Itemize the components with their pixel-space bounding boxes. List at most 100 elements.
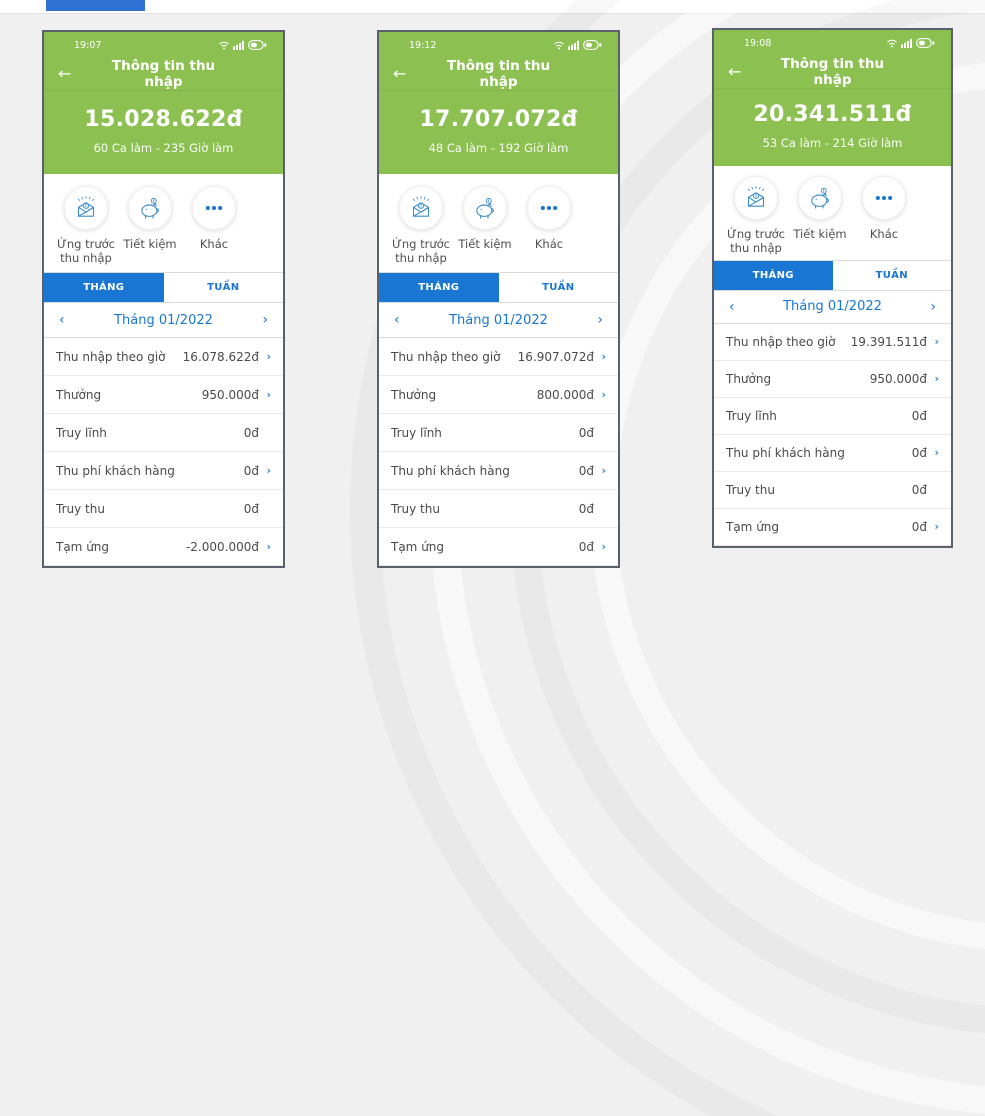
chevron-right-icon: › — [266, 388, 271, 401]
shift-hours-summary: 48 Ca làm - 192 Giờ làm — [428, 141, 569, 155]
more-button[interactable]: Khác — [182, 186, 246, 251]
chevron-right-icon: › — [934, 520, 939, 534]
action-label: Ứng trước thu nhập — [727, 227, 785, 256]
month-navigator: ‹ Tháng 01/2022 › — [44, 303, 283, 338]
chevron-right-icon: › — [934, 335, 939, 349]
chevron-right-icon: › — [934, 446, 939, 460]
period-label: Tháng 01/2022 — [114, 312, 213, 328]
row-customer-fee[interactable]: Thu phí khách hàng 0đ › — [714, 435, 951, 472]
action-label: Ứng trước thu nhập — [57, 237, 115, 266]
action-label: Tiết kiệm — [123, 237, 177, 251]
tab-month[interactable]: THÁNG — [714, 260, 833, 290]
status-icons — [553, 40, 602, 50]
row-hourly-income[interactable]: Thu nhập theo giờ 16.078.622đ › — [44, 338, 283, 376]
row-back-pay[interactable]: Truy lĩnh 0đ — [379, 414, 618, 452]
period-tabs: THÁNG TUẦN — [379, 272, 618, 303]
row-back-pay[interactable]: Truy lĩnh 0đ — [44, 414, 283, 452]
status-bar: 19:08 — [714, 30, 951, 56]
income-summary: 15.028.622đ 60 Ca làm - 235 Giờ làm — [44, 91, 283, 174]
next-month-button[interactable]: › — [262, 312, 268, 328]
chevron-right-icon: › — [601, 540, 606, 553]
chevron-right-icon: › — [266, 540, 271, 553]
back-button[interactable]: ← — [393, 64, 407, 83]
row-back-pay[interactable]: Truy lĩnh 0đ — [714, 398, 951, 435]
chevron-right-icon: › — [601, 464, 606, 477]
row-customer-fee[interactable]: Thu phí khách hàng 0đ › — [44, 452, 283, 490]
shift-hours-summary: 53 Ca làm - 214 Giờ làm — [762, 136, 903, 150]
signal-icon — [901, 38, 912, 48]
row-advance[interactable]: Tạm ứng 0đ › — [714, 509, 951, 546]
back-button[interactable]: ← — [728, 62, 742, 81]
month-navigator: ‹ Tháng 01/2022 › — [714, 291, 951, 324]
row-bonus[interactable]: Thưởng 800.000đ › — [379, 376, 618, 414]
tab-week[interactable]: TUẦN — [832, 260, 951, 290]
row-clawback[interactable]: Truy thu 0đ — [714, 472, 951, 509]
tab-week[interactable]: TUẦN — [163, 273, 283, 302]
page-title: Thông tin thu nhập — [111, 58, 216, 90]
income-breakdown-list: Thu nhập theo giờ 16.907.072đ › Thưởng 8… — [379, 338, 618, 566]
piggy-bank-icon — [798, 176, 842, 220]
battery-icon — [916, 38, 935, 48]
next-month-button[interactable]: › — [597, 312, 603, 328]
tab-month[interactable]: THÁNG — [379, 273, 499, 302]
row-bonus[interactable]: Thưởng 950.000đ › — [714, 361, 951, 398]
status-icons — [886, 38, 935, 48]
advance-income-button[interactable]: Ứng trước thu nhập — [54, 186, 118, 266]
month-navigator: ‹ Tháng 01/2022 › — [379, 303, 618, 338]
savings-button[interactable]: Tiết kiệm — [453, 186, 517, 251]
status-bar: 19:07 — [44, 32, 283, 58]
page-title: Thông tin thu nhập — [780, 56, 885, 88]
chevron-right-icon: › — [601, 350, 606, 363]
action-label: Ứng trước thu nhập — [392, 237, 450, 266]
prev-month-button[interactable]: ‹ — [729, 298, 735, 315]
quick-actions: Ứng trước thu nhập Tiết kiệm — [714, 166, 951, 260]
prev-month-button[interactable]: ‹ — [394, 312, 400, 328]
phone-screen-3: 19:08 ← Thông tin thu nhập 20.34 — [712, 28, 953, 548]
savings-button[interactable]: Tiết kiệm — [788, 176, 852, 241]
back-button[interactable]: ← — [58, 64, 72, 83]
row-clawback[interactable]: Truy thu 0đ — [379, 490, 618, 528]
envelope-money-icon — [734, 176, 778, 220]
piggy-bank-icon — [128, 186, 172, 230]
row-hourly-income[interactable]: Thu nhập theo giờ 19.391.511đ › — [714, 324, 951, 361]
advance-income-button[interactable]: Ứng trước thu nhập — [389, 186, 453, 266]
status-time: 19:12 — [409, 39, 437, 51]
savings-button[interactable]: Tiết kiệm — [118, 186, 182, 251]
phone-screen-2: 19:12 ← Thông tin thu nhập 17.70 — [377, 30, 620, 568]
chevron-right-icon: › — [934, 372, 939, 386]
action-label: Tiết kiệm — [458, 237, 512, 251]
next-month-button[interactable]: › — [930, 298, 936, 315]
shift-hours-summary: 60 Ca làm - 235 Giờ làm — [93, 141, 234, 155]
income-summary: 17.707.072đ 48 Ca làm - 192 Giờ làm — [379, 91, 618, 174]
income-breakdown-list: Thu nhập theo giờ 16.078.622đ › Thưởng 9… — [44, 338, 283, 566]
status-time: 19:07 — [74, 39, 102, 51]
app-bar: ← Thông tin thu nhập — [714, 56, 951, 89]
row-advance[interactable]: Tạm ứng -2.000.000đ › — [44, 528, 283, 566]
top-accent-bar — [46, 0, 145, 11]
more-dots-icon — [192, 186, 236, 230]
row-clawback[interactable]: Truy thu 0đ — [44, 490, 283, 528]
app-bar: ← Thông tin thu nhập — [44, 58, 283, 91]
status-time: 19:08 — [744, 37, 772, 49]
row-customer-fee[interactable]: Thu phí khách hàng 0đ › — [379, 452, 618, 490]
wifi-icon — [219, 41, 229, 50]
status-bar: 19:12 — [379, 32, 618, 58]
row-hourly-income[interactable]: Thu nhập theo giờ 16.907.072đ › — [379, 338, 618, 376]
tab-week[interactable]: TUẦN — [498, 273, 618, 302]
tab-month[interactable]: THÁNG — [44, 273, 164, 302]
action-label: Khác — [869, 227, 899, 241]
more-button[interactable]: Khác — [852, 176, 916, 241]
total-income-amount: 15.028.622đ — [84, 107, 243, 132]
quick-actions: Ứng trước thu nhập Tiết kiệm — [379, 174, 618, 272]
row-bonus[interactable]: Thưởng 950.000đ › — [44, 376, 283, 414]
app-bar: ← Thông tin thu nhập — [379, 58, 618, 91]
page-top-strip — [0, 0, 985, 14]
action-label: Khác — [199, 237, 229, 251]
prev-month-button[interactable]: ‹ — [59, 312, 65, 328]
more-button[interactable]: Khác — [517, 186, 581, 251]
wifi-icon — [887, 39, 897, 48]
row-advance[interactable]: Tạm ứng 0đ › — [379, 528, 618, 566]
advance-income-button[interactable]: Ứng trước thu nhập — [724, 176, 788, 256]
signal-icon — [233, 40, 244, 50]
envelope-money-icon — [399, 186, 443, 230]
